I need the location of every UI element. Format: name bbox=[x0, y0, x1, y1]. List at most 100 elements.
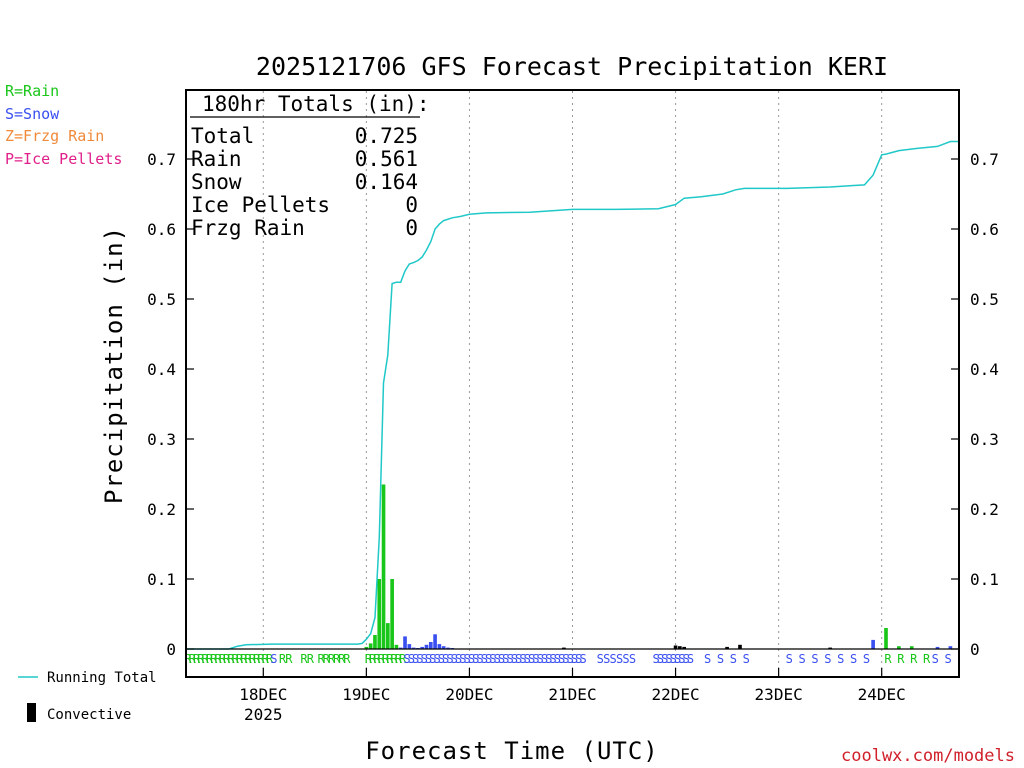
ptype-label-49: S bbox=[442, 652, 449, 666]
bar-16 bbox=[433, 634, 437, 649]
ptype-label-79: S bbox=[571, 652, 578, 666]
totals-label-total: Total bbox=[191, 124, 254, 148]
ptype-label-27: R bbox=[328, 652, 336, 666]
ptype-label-39: R bbox=[399, 652, 407, 666]
ptype-label-1: R bbox=[189, 652, 197, 666]
y-axis-title: Precipitation (in) bbox=[100, 226, 128, 504]
ptype-label-98: S bbox=[717, 652, 724, 666]
y-tick-label-right-5: 0.5 bbox=[970, 290, 999, 309]
plot-frame bbox=[185, 89, 960, 678]
ptype-label-33: R bbox=[373, 652, 381, 666]
ptype-label-72: S bbox=[541, 652, 548, 666]
x-tick-label-2: 20DEC bbox=[445, 685, 493, 704]
y-tick-label-right-1: 0.1 bbox=[970, 570, 999, 589]
ptype-label-21: R bbox=[279, 652, 287, 666]
totals-header: 180hr Totals (in): bbox=[202, 92, 430, 116]
x-tick-label-4: 22DEC bbox=[651, 685, 699, 704]
ptype-label-3: R bbox=[197, 652, 205, 666]
ptype-label-34: R bbox=[378, 652, 386, 666]
x-tick-label-6: 24DEC bbox=[858, 685, 906, 704]
bar-32 bbox=[935, 646, 940, 649]
ptype-label-111: R bbox=[923, 652, 931, 666]
ptype-label-30: R bbox=[343, 652, 351, 666]
ptype-label-100: S bbox=[743, 652, 750, 666]
bar-30 bbox=[897, 646, 901, 649]
bar-22 bbox=[673, 645, 678, 649]
ptype-label-71: S bbox=[537, 652, 544, 666]
bar-10 bbox=[407, 644, 412, 649]
ptype-label-46: S bbox=[429, 652, 436, 666]
ptype-label-7: R bbox=[214, 652, 222, 666]
bar-29 bbox=[884, 628, 888, 649]
ptype-label-47: S bbox=[433, 652, 440, 666]
ptype-label-58: S bbox=[481, 652, 488, 666]
bar-15 bbox=[428, 642, 433, 649]
y-tick-label-right-0: 0 bbox=[970, 640, 980, 659]
convective-swatch bbox=[27, 703, 36, 722]
ptype-label-65: S bbox=[511, 652, 518, 666]
bar-11 bbox=[411, 647, 416, 649]
y-tick-label-right-6: 0.6 bbox=[970, 220, 999, 239]
ptype-label-44: S bbox=[421, 652, 428, 666]
running-total-group bbox=[186, 140, 959, 650]
totals-value-ice-pellets: 0 bbox=[405, 193, 418, 217]
ptype-label-37: R bbox=[391, 652, 399, 666]
credit-text: coolwx.com/models bbox=[841, 746, 1015, 766]
ptype-label-28: R bbox=[333, 652, 341, 666]
ptype-label-50: S bbox=[446, 652, 453, 666]
ptype-label-64: S bbox=[506, 652, 513, 666]
bar-33 bbox=[948, 646, 953, 649]
bars-group bbox=[364, 484, 953, 649]
bar-7 bbox=[394, 644, 399, 649]
ptype-label-73: S bbox=[545, 652, 552, 666]
totals-label-snow: Snow bbox=[191, 170, 242, 194]
bar-3 bbox=[377, 579, 382, 649]
legend-ice-pellets: P=Ice Pellets bbox=[5, 150, 122, 168]
bar-17 bbox=[437, 644, 442, 649]
ptype-label-102: S bbox=[798, 652, 805, 666]
ptype-label-18: R bbox=[262, 652, 270, 666]
y-tick-label-left-6: 0.6 bbox=[147, 220, 176, 239]
ptype-label-19: R bbox=[266, 652, 274, 666]
ptype-label-70: S bbox=[532, 652, 539, 666]
bar-5 bbox=[386, 623, 390, 649]
ptype-label-5: R bbox=[206, 652, 214, 666]
running-total-line bbox=[186, 140, 959, 650]
bar-28 bbox=[871, 639, 875, 649]
ptype-label-43: S bbox=[416, 652, 423, 666]
ptype-label-67: S bbox=[519, 652, 526, 666]
ptype-label-35: R bbox=[382, 652, 390, 666]
bar-14 bbox=[424, 644, 429, 649]
totals-label-rain: Rain bbox=[191, 147, 242, 171]
y-tick-label-left-5: 0.5 bbox=[147, 290, 176, 309]
ptype-label-82: S bbox=[597, 652, 604, 666]
ptype-label-56: S bbox=[472, 652, 479, 666]
x-tick-label-0: 18DEC bbox=[239, 685, 287, 704]
ptype-label-16: R bbox=[253, 652, 261, 666]
totals-label-ice-pellets: Ice Pellets bbox=[191, 193, 330, 217]
ptype-label-40: S bbox=[403, 652, 410, 666]
ptype-label-92: S bbox=[670, 652, 677, 666]
ptype-label-25: R bbox=[318, 652, 326, 666]
chart-title: 2025121706 GFS Forecast Precipitation KE… bbox=[256, 52, 888, 81]
ptype-label-105: S bbox=[837, 652, 844, 666]
x-tick-label-5: 23DEC bbox=[755, 685, 803, 704]
ptype-label-112: S bbox=[932, 652, 939, 666]
ptype-label-103: S bbox=[811, 652, 818, 666]
ptype-label-8: R bbox=[219, 652, 227, 666]
ptype-label-89: S bbox=[657, 652, 664, 666]
totals-label-frzg-rain: Frzg Rain bbox=[191, 216, 305, 240]
ptype-label-80: S bbox=[575, 652, 582, 666]
ptype-label-23: R bbox=[300, 652, 308, 666]
ptype-label-20: S bbox=[270, 652, 277, 666]
ptype-label-99: S bbox=[730, 652, 737, 666]
ptype-label-108: R bbox=[884, 652, 892, 666]
totals-value-snow: 0.164 bbox=[355, 170, 418, 194]
ptype-label-96: S bbox=[687, 652, 694, 666]
ptype-label-75: S bbox=[554, 652, 561, 666]
ptype-label-107: S bbox=[863, 652, 870, 666]
legend-snow: S=Snow bbox=[5, 105, 60, 123]
y-tick-label-left-3: 0.3 bbox=[147, 430, 176, 449]
